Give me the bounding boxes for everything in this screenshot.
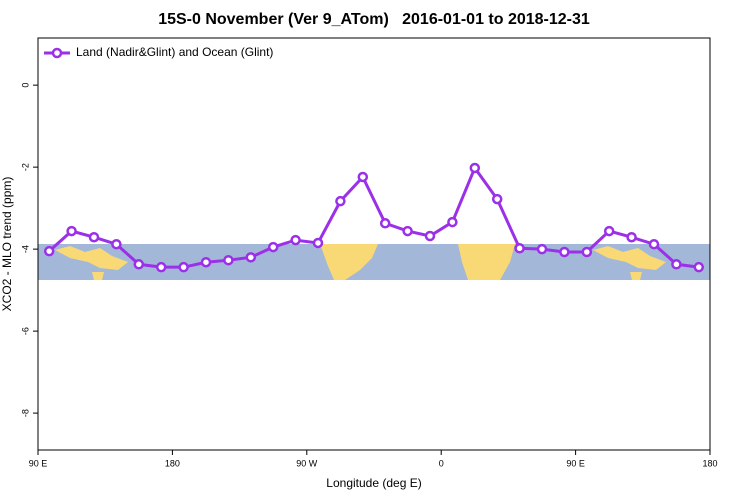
point (357, 171, 369, 183)
y-tick-label: -8 (20, 409, 30, 417)
point (290, 234, 301, 246)
x-tick-label: 180 (702, 458, 717, 468)
y-tick-label: -2 (20, 163, 30, 171)
point (469, 162, 481, 174)
point (133, 259, 145, 270)
point (559, 246, 570, 258)
point (424, 230, 436, 242)
point (335, 195, 346, 207)
point (111, 238, 122, 250)
x-tick-label: 90 W (296, 458, 318, 468)
point (536, 243, 548, 255)
chart-title: 15S-0 November (Ver 9_ATom) 2016-01-01 t… (158, 11, 590, 28)
point (267, 241, 279, 253)
point (671, 259, 682, 270)
point (603, 225, 615, 237)
x-tick-label: 180 (165, 458, 180, 468)
point (447, 216, 458, 228)
point (626, 231, 637, 243)
y-tick-label: -4 (20, 245, 30, 253)
point (88, 231, 100, 243)
point (155, 261, 167, 273)
legend-marker (51, 47, 63, 59)
x-tick-label: 90 E (566, 458, 585, 468)
y-tick-label: -6 (20, 327, 30, 335)
point (223, 254, 234, 266)
point (66, 225, 77, 237)
point (312, 237, 324, 249)
plot-frame (37, 37, 711, 451)
map-band (38, 244, 710, 280)
point (379, 218, 391, 229)
point (178, 261, 189, 273)
x-axis-label: Longitude (deg E) (326, 476, 421, 490)
point (402, 225, 413, 237)
legend-label: Land (Nadir&Glint) and Ocean (Glint) (76, 45, 273, 59)
x-tick-label: 0 (439, 458, 444, 468)
point (581, 246, 593, 258)
point (245, 252, 257, 263)
x-tick-label: 90 E (29, 458, 48, 468)
y-axis-label: XCO2 - MLO trend (ppm) (0, 177, 14, 312)
point (514, 243, 525, 254)
point (200, 256, 212, 268)
point (43, 245, 55, 257)
point (491, 193, 503, 205)
point (693, 261, 705, 273)
y-tick-label: 0 (20, 83, 30, 88)
point (648, 238, 660, 250)
